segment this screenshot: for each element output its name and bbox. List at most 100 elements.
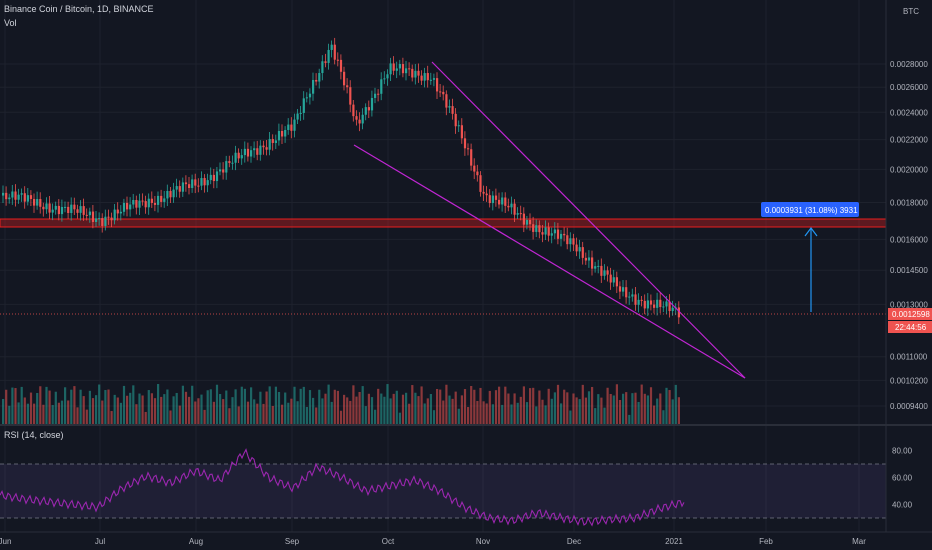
candle-body (318, 73, 321, 82)
volume-bar (637, 401, 640, 424)
price-tick-label: 0.0026000 (890, 83, 928, 92)
candle-body (603, 270, 606, 276)
volume-bar (163, 394, 166, 424)
volume-bar (188, 396, 191, 424)
candle-body (181, 182, 184, 192)
volume-bar (23, 397, 26, 424)
candle-body (668, 301, 671, 312)
volume-bar (33, 403, 36, 424)
candle-body (504, 197, 507, 206)
candle-body (352, 104, 355, 117)
volume-bar (364, 406, 367, 424)
candle-body (194, 179, 197, 186)
volume-bar (451, 398, 454, 424)
volume-bar (82, 396, 85, 424)
candle-body (451, 106, 454, 114)
time-tick-label: Feb (759, 537, 773, 546)
candle-body (5, 192, 8, 200)
price-tick-label: 0.0010200 (890, 376, 928, 385)
volume-bar (631, 393, 634, 424)
candle-body (436, 78, 439, 92)
measure-arrow[interactable] (804, 227, 818, 312)
volume-bar (172, 396, 175, 424)
candle-body (327, 49, 330, 63)
candle-body (85, 214, 88, 216)
candle-body (60, 206, 64, 215)
volume-bar (200, 394, 203, 424)
volume-bar (374, 409, 377, 424)
candle-body (339, 59, 343, 72)
volume-bar (95, 395, 98, 424)
volume-bar (606, 387, 609, 424)
currency-label: BTC (903, 7, 919, 16)
volume-bar (383, 396, 386, 424)
candle-body (293, 119, 296, 131)
volume-bar (98, 384, 101, 424)
volume-bar (618, 399, 622, 424)
price-tick-label: 0.0013000 (890, 300, 928, 309)
volume-bar (659, 393, 662, 424)
candle-body (470, 149, 473, 166)
candle-body (116, 209, 119, 214)
candle-body (54, 205, 57, 210)
candle-body (73, 204, 76, 210)
volume-bar (591, 386, 594, 424)
candle-body (219, 169, 222, 172)
volume-bar (553, 392, 556, 424)
candle-body (144, 201, 147, 208)
volume-bar (327, 384, 330, 424)
candle-body (246, 148, 250, 157)
volume-bar (243, 388, 246, 424)
candle-body (330, 44, 333, 50)
volume-bar (141, 395, 144, 424)
candle-body (606, 270, 609, 275)
volume-bar (380, 393, 383, 424)
candle-body (188, 184, 191, 189)
candle-body (175, 186, 178, 190)
candle-body (51, 209, 54, 213)
candle-body (401, 64, 405, 74)
volume-bar (26, 403, 29, 424)
volume-bar (296, 401, 299, 424)
candle-body (600, 265, 603, 276)
candle-body (637, 299, 640, 305)
volume-bar (129, 392, 132, 424)
candle-body (82, 206, 85, 215)
volume-bar (39, 386, 42, 424)
volume-bar (54, 391, 57, 424)
candle-body (302, 98, 305, 113)
candle-body (312, 79, 315, 94)
candle-body (157, 195, 160, 205)
candle-body (17, 194, 20, 200)
countdown-text: 22:44:56 (895, 323, 927, 332)
price-tick-label: 0.0024000 (890, 108, 928, 117)
candle-body (265, 147, 268, 150)
candle-body (70, 204, 73, 214)
volume-bar (209, 389, 212, 424)
candle-body (479, 175, 482, 192)
candle-body (67, 206, 70, 214)
volume-bar (594, 408, 597, 424)
candle-body (420, 75, 423, 81)
volume-bar (240, 386, 243, 424)
candle-body (333, 44, 336, 60)
price-axis-labels: 0.0028000 0.0026000 0.0024000 0.0022000 0.00… (890, 60, 928, 411)
candle-body (166, 190, 169, 199)
candle-body (191, 179, 194, 189)
volume-bar (14, 388, 17, 424)
candle-body (107, 216, 110, 218)
candle-body (454, 113, 457, 127)
candle-body (591, 257, 594, 269)
candle-body (411, 68, 414, 78)
candle-body (234, 152, 237, 163)
candle-body (646, 300, 649, 309)
volume-bar (8, 405, 11, 424)
price-tick-label: 0.0016000 (890, 235, 928, 244)
volume-bar (581, 384, 584, 424)
time-tick-label: Nov (476, 537, 490, 546)
volume-bar (448, 395, 451, 424)
candle-body (147, 198, 150, 208)
candle-body (656, 299, 659, 308)
candle-body (628, 296, 631, 298)
